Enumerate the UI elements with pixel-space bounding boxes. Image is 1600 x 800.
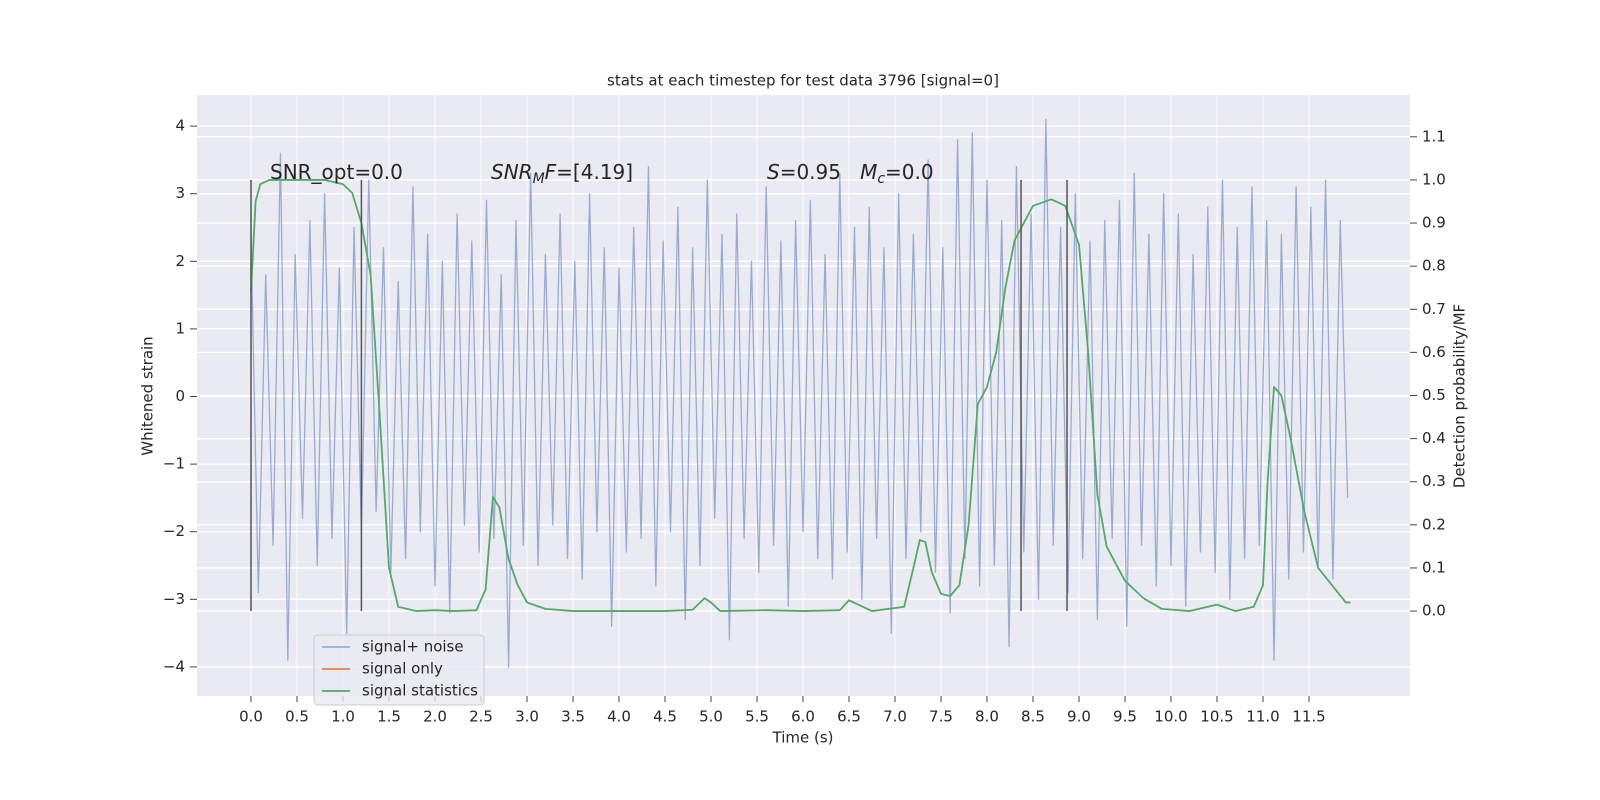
y2-tick-label: 0.4 (1422, 429, 1446, 447)
y2-tick-label: 0.7 (1422, 300, 1446, 318)
y-tick-label: 3 (175, 184, 185, 202)
y-tick-label: 1 (175, 319, 185, 337)
x-tick-label: 4.5 (653, 708, 677, 726)
x-tick-label: 8.5 (1021, 708, 1045, 726)
y-tick-label: −3 (163, 590, 185, 608)
annotation-part: c (877, 171, 885, 187)
legend-label: signal+ noise (362, 638, 464, 656)
series-line (250, 118, 1349, 668)
annotation: SNRMF=[4.19] (491, 160, 633, 188)
y-tick-label: −1 (163, 455, 185, 473)
series-line (250, 179, 1351, 612)
x-tick-label: 2.5 (469, 708, 493, 726)
legend-label: signal only (362, 660, 443, 678)
y2-tick-label: 0.5 (1422, 386, 1446, 404)
x-tick-label: 7.5 (929, 708, 953, 726)
x-tick-label: 5.0 (699, 708, 723, 726)
x-tick-label: 5.5 (745, 708, 769, 726)
marks (250, 118, 1351, 668)
y2-tick-label: 0.8 (1422, 257, 1446, 275)
x-tick-label: 0.0 (239, 708, 263, 726)
x-tick-label: 8.0 (975, 708, 999, 726)
annotation-part: M (860, 160, 877, 184)
y2-tick-label: 0.0 (1422, 602, 1446, 620)
x-tick-label: 1.0 (331, 708, 355, 726)
legend: signal+ noise signal only signal statistic… (313, 634, 485, 706)
y2-tick-label: 1.0 (1422, 170, 1446, 188)
annotation-part: =0.95 (780, 160, 860, 184)
x-tick-label: 10.0 (1154, 708, 1187, 726)
x-tick-label: 9.0 (1067, 708, 1091, 726)
x-tick-label: 2.0 (423, 708, 447, 726)
annotation-part: =[4.19] (556, 160, 633, 184)
annotation-part: SNR (491, 160, 533, 184)
x-tick-label: 9.5 (1113, 708, 1137, 726)
y2-tick-label: 0.6 (1422, 343, 1446, 361)
legend-box (313, 634, 485, 706)
x-axis-label: Time (s) (772, 729, 834, 747)
x-tick-label: 7.0 (883, 708, 907, 726)
x-tick-label: 3.5 (561, 708, 585, 726)
x-tick-label: 6.0 (791, 708, 815, 726)
annotation-part: SNR_opt=0.0 (270, 160, 403, 184)
x-tick-label: 4.0 (607, 708, 631, 726)
y-tick-label: −4 (163, 657, 185, 675)
y-tick-label: −2 (163, 522, 185, 540)
y2-axis-label: Detection probability/MF (1451, 304, 1469, 488)
x-tick-label: 11.5 (1292, 708, 1325, 726)
annotation-part: =0.0 (885, 160, 934, 184)
x-tick-label: 1.5 (377, 708, 401, 726)
x-tick-label: 11.0 (1246, 708, 1279, 726)
y2-tick-label: 0.2 (1422, 515, 1446, 533)
y-tick-label: 0 (175, 387, 185, 405)
y-tick-label: 2 (175, 252, 185, 270)
annotation-part: F (545, 160, 557, 184)
x-tick-label: 0.5 (285, 708, 309, 726)
x-tick-label: 3.0 (515, 708, 539, 726)
grid (197, 95, 1410, 696)
y2-tick-label: 0.9 (1422, 214, 1446, 232)
annotation: S=0.95 Mc=0.0 (767, 160, 934, 188)
chart-title: stats at each timestep for test data 379… (607, 72, 999, 90)
x-tick-label: 10.5 (1200, 708, 1233, 726)
y2-tick-label: 0.3 (1422, 472, 1446, 490)
axes: 0.0 0.5 1.0 1.5 2.0 2.5 3.0 3.5 4.0 4.5 5.0 5.5 6.0 6… (163, 117, 1446, 726)
y2-tick-label: 1.1 (1422, 127, 1446, 145)
annotation-part: S (767, 160, 780, 184)
annotation: SNR_opt=0.0 (270, 160, 403, 184)
y2-tick-label: 0.1 (1422, 558, 1446, 576)
y-axis-label: Whitened strain (139, 336, 157, 455)
y-tick-label: 4 (175, 117, 185, 135)
annotation-part: M (533, 171, 545, 187)
legend-label: signal statistics (362, 682, 478, 700)
x-tick-label: 6.5 (837, 708, 861, 726)
